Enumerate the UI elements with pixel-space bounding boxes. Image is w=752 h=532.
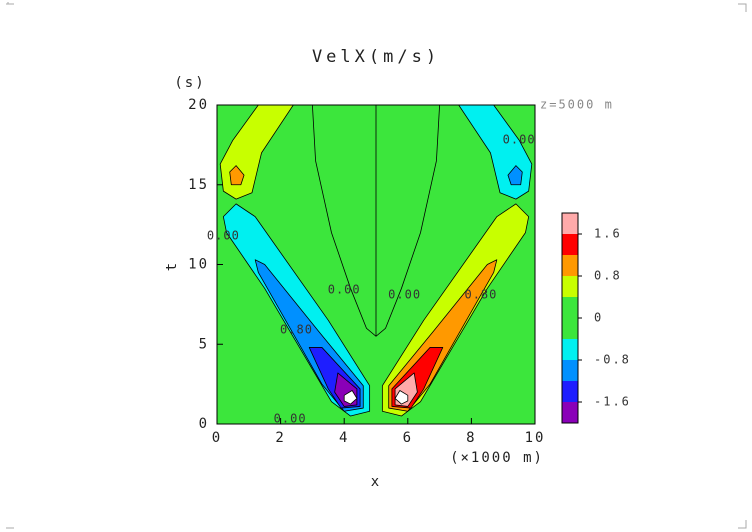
contour-label: 0.00 (388, 287, 421, 301)
colorbar-band (562, 381, 578, 402)
colorbar-label: 1.6 (594, 227, 622, 241)
colorbar-band (562, 255, 578, 276)
x-tick-label: 0 (212, 430, 222, 446)
colorbar-band (562, 297, 578, 318)
contour-region (229, 165, 245, 186)
contour-region (507, 165, 523, 186)
chart-title: VelX(m/s) (312, 47, 440, 67)
colorbar-label: 0.8 (594, 269, 622, 283)
contour-label: 0.00 (328, 283, 361, 297)
colorbar-label: -0.8 (594, 353, 631, 367)
contour-label: 0.00 (207, 228, 240, 242)
y-tick-label: 15 (188, 177, 209, 193)
x-tick-label: 6 (403, 430, 413, 446)
contour-label: 0.00 (274, 412, 307, 426)
colorbar-band (562, 234, 578, 255)
x-axis-label: x (371, 474, 381, 490)
contour-region (394, 390, 409, 405)
contour-label: 0.00 (503, 133, 536, 147)
colorbar-band (562, 339, 578, 360)
colorbar-band (562, 213, 578, 234)
contour-label: 0.80 (280, 322, 313, 336)
corner-marks (6, 2, 747, 529)
y-tick-label: 5 (199, 336, 209, 352)
x-tick-label: 4 (339, 430, 349, 446)
y-axis-label: t (164, 261, 180, 271)
contour-region (343, 390, 358, 405)
contour-label: 0.80 (464, 287, 497, 301)
colorbar-label: -1.6 (594, 395, 631, 409)
y-tick-label: 0 (199, 416, 209, 432)
colorbar-band (562, 276, 578, 297)
x-unit: (×1000 m) (450, 450, 544, 466)
x-tick-label: 10 (525, 430, 546, 446)
y-tick-label: 20 (188, 97, 209, 113)
annotation: z=5000 m (540, 98, 614, 112)
colorbar-label: 0 (594, 311, 603, 325)
colorbar-band (562, 402, 578, 423)
x-tick-label: 2 (275, 430, 285, 446)
colorbar-band (562, 318, 578, 339)
x-tick-label: 8 (466, 430, 476, 446)
colorbar-band (562, 360, 578, 381)
y-unit: (s) (174, 75, 205, 91)
y-tick-label: 10 (188, 257, 209, 273)
